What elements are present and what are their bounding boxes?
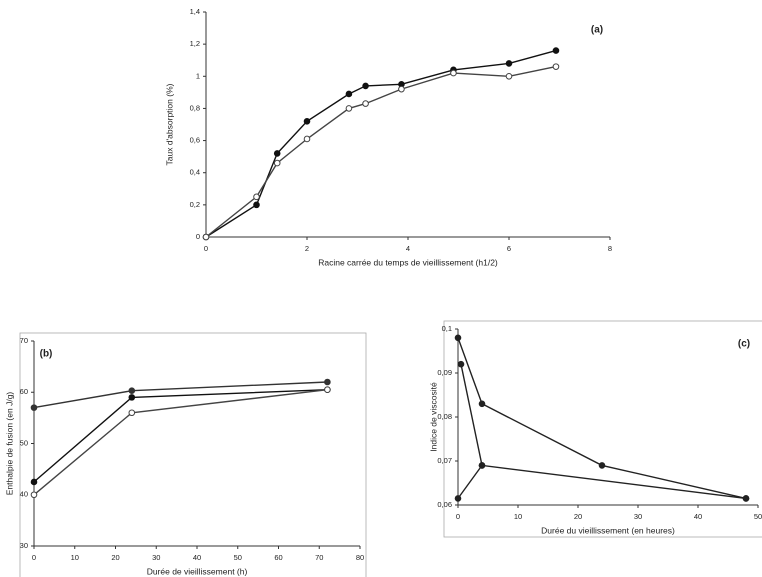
x-tick-label: 70 (315, 553, 323, 562)
data-point (552, 63, 560, 70)
data-point (30, 404, 38, 411)
x-tick-label: 40 (193, 553, 201, 562)
x-tick-label: 50 (234, 553, 242, 562)
frame (19, 332, 367, 577)
series-line (205, 65, 557, 238)
x-tick-label: 4 (406, 244, 410, 253)
data-point (273, 159, 281, 167)
data-point (454, 495, 462, 502)
x-tick-label: 2 (305, 244, 309, 253)
y-tick-label: 0,1 (442, 324, 452, 333)
x-tick-label: 10 (71, 553, 79, 562)
data-point (303, 135, 311, 143)
data-point (324, 386, 331, 393)
x-tick-label: 80 (356, 553, 364, 562)
data-point (303, 117, 311, 125)
data-point (362, 82, 369, 90)
y-tick-label: 0,06 (437, 500, 452, 509)
y-tick-label: 0 (196, 232, 200, 241)
chart-title: (a) (591, 25, 603, 36)
data-point (202, 233, 210, 241)
y-axis-label: Enthalpie de fusion (en J/g) (4, 392, 14, 496)
x-tick-label: 50 (754, 512, 762, 521)
y-tick-label: 0,2 (190, 200, 200, 209)
data-point (345, 90, 353, 98)
series-line (457, 337, 747, 500)
y-tick-label: 1,4 (190, 7, 200, 16)
data-point (454, 334, 462, 342)
data-point (450, 69, 457, 77)
y-tick-label: 70 (20, 336, 28, 345)
data-point (128, 387, 136, 395)
series-line (33, 389, 328, 496)
y-tick-label: 0,07 (437, 456, 452, 465)
x-axis-label: Durée du vieillissement (en heures) (541, 525, 675, 535)
y-tick-label: 0,09 (437, 368, 452, 377)
data-point (253, 201, 260, 209)
series-line (33, 389, 328, 483)
data-point (253, 193, 260, 201)
x-tick-label: 10 (514, 512, 522, 521)
data-point (362, 100, 369, 107)
data-point (324, 378, 331, 386)
y-tick-label: 1,2 (190, 39, 200, 48)
series-line (205, 49, 557, 238)
data-point (273, 150, 281, 157)
data-point (398, 85, 405, 93)
x-tick-label: 20 (574, 512, 582, 521)
data-point (345, 105, 353, 112)
y-tick-label: 30 (20, 541, 28, 550)
chart: 0,06 0,07 0,08 0,09 0,1 0 10 20 30 40 50 (c) Durée d… (428, 320, 762, 538)
y-tick-label: 0,6 (190, 136, 200, 145)
y-tick-label: 60 (20, 387, 28, 396)
chart: 0 0,2 0,4 0,6 0,8 1 1,2 1,4 0 2 4 6 8 (a) Racine carré… (164, 7, 612, 267)
y-tick-label: 40 (20, 490, 28, 499)
data-point (128, 394, 136, 401)
x-tick-label: 0 (204, 244, 208, 253)
series-line (457, 464, 483, 499)
data-point (30, 478, 38, 486)
x-tick-label: 8 (608, 244, 612, 253)
x-axis-label: Durée de vieillissement (h) (147, 566, 248, 576)
x-tick-label: 30 (634, 512, 642, 521)
data-point (742, 495, 750, 502)
x-tick-label: 20 (111, 553, 119, 562)
data-point (478, 462, 486, 469)
x-tick-label: 60 (274, 553, 282, 562)
data-point (552, 47, 560, 54)
x-tick-label: 0 (456, 512, 460, 521)
chart-title: (c) (738, 339, 750, 350)
data-point (30, 491, 38, 499)
x-tick-label: 30 (152, 553, 160, 562)
x-tick-label: 0 (32, 553, 36, 562)
y-tick-label: 0,08 (437, 412, 452, 421)
x-axis-label: Racine carrée du temps de vieillissement… (318, 257, 498, 267)
chart-title: (b) (40, 349, 53, 360)
x-tick-label: 6 (507, 244, 511, 253)
x-tick-label: 40 (694, 512, 702, 521)
frame (443, 320, 762, 538)
data-point (128, 409, 136, 417)
y-tick-label: 50 (20, 438, 28, 447)
y-tick-label: 0,4 (190, 168, 200, 177)
y-tick-label: 0,8 (190, 103, 200, 112)
data-point (457, 360, 465, 368)
y-axis-label: Indice de viscosité (428, 382, 438, 452)
data-point (505, 72, 513, 80)
series-line (460, 364, 747, 500)
y-axis-label: Taux d'absorption (%) (164, 83, 174, 165)
data-point (478, 400, 486, 408)
data-point (598, 462, 606, 469)
data-point (505, 60, 513, 67)
y-tick-label: 1 (196, 71, 200, 80)
chart: 30 40 50 60 70 0 10 20 30 40 50 60 70 80 (b) Durée de v… (4, 332, 367, 577)
